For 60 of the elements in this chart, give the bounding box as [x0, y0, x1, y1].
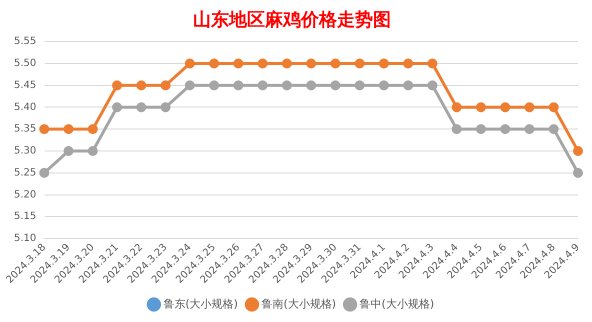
point	[330, 58, 340, 68]
point	[184, 58, 195, 68]
point	[378, 80, 389, 90]
point	[452, 124, 462, 134]
point	[306, 80, 316, 90]
point	[88, 146, 98, 156]
point	[282, 58, 292, 68]
point	[306, 58, 316, 68]
point	[524, 102, 534, 112]
point	[500, 124, 510, 134]
y-tick-label: 5.45	[14, 80, 36, 91]
legend-label: 鲁南(大小规格)	[261, 297, 336, 310]
point	[403, 80, 414, 90]
y-tick-label: 5.10	[14, 233, 36, 244]
point	[354, 58, 365, 68]
point	[88, 124, 98, 134]
point	[548, 102, 559, 112]
point	[258, 58, 268, 68]
point	[233, 58, 244, 68]
point	[476, 102, 486, 112]
point	[548, 124, 559, 134]
point	[403, 58, 414, 68]
point	[524, 124, 534, 134]
y-tick-label: 5.15	[14, 211, 36, 222]
point	[136, 102, 146, 112]
point	[136, 80, 146, 90]
y-tick-label: 5.30	[14, 146, 36, 157]
y-tick-label: 5.20	[14, 189, 36, 200]
point	[427, 80, 438, 90]
point	[378, 58, 389, 68]
point	[452, 102, 462, 112]
point	[39, 168, 50, 178]
point	[233, 80, 244, 90]
chart-title: 山东地区麻鸡价格走势图	[193, 9, 391, 30]
point	[209, 58, 220, 68]
point	[258, 80, 268, 90]
point	[330, 80, 340, 90]
point	[209, 80, 220, 90]
point	[160, 80, 171, 90]
point	[160, 102, 171, 112]
point	[112, 80, 122, 90]
point	[427, 58, 438, 68]
point	[64, 124, 74, 134]
y-tick-label: 5.35	[14, 124, 36, 135]
point	[282, 80, 292, 90]
point	[64, 146, 74, 156]
point	[39, 124, 50, 134]
legend-label: 鲁东(大小规格)	[163, 297, 238, 310]
point	[476, 124, 486, 134]
point	[354, 80, 365, 90]
point	[573, 168, 583, 178]
y-tick-label: 5.55	[14, 36, 36, 48]
y-tick-label: 5.40	[14, 102, 36, 113]
y-tick-label: 5.50	[14, 58, 36, 70]
point	[573, 146, 583, 156]
point	[112, 102, 122, 112]
point	[184, 80, 195, 90]
legend-label: 鲁中(大小规格)	[360, 297, 434, 310]
y-tick-label: 5.25	[14, 167, 36, 178]
point	[500, 102, 510, 112]
